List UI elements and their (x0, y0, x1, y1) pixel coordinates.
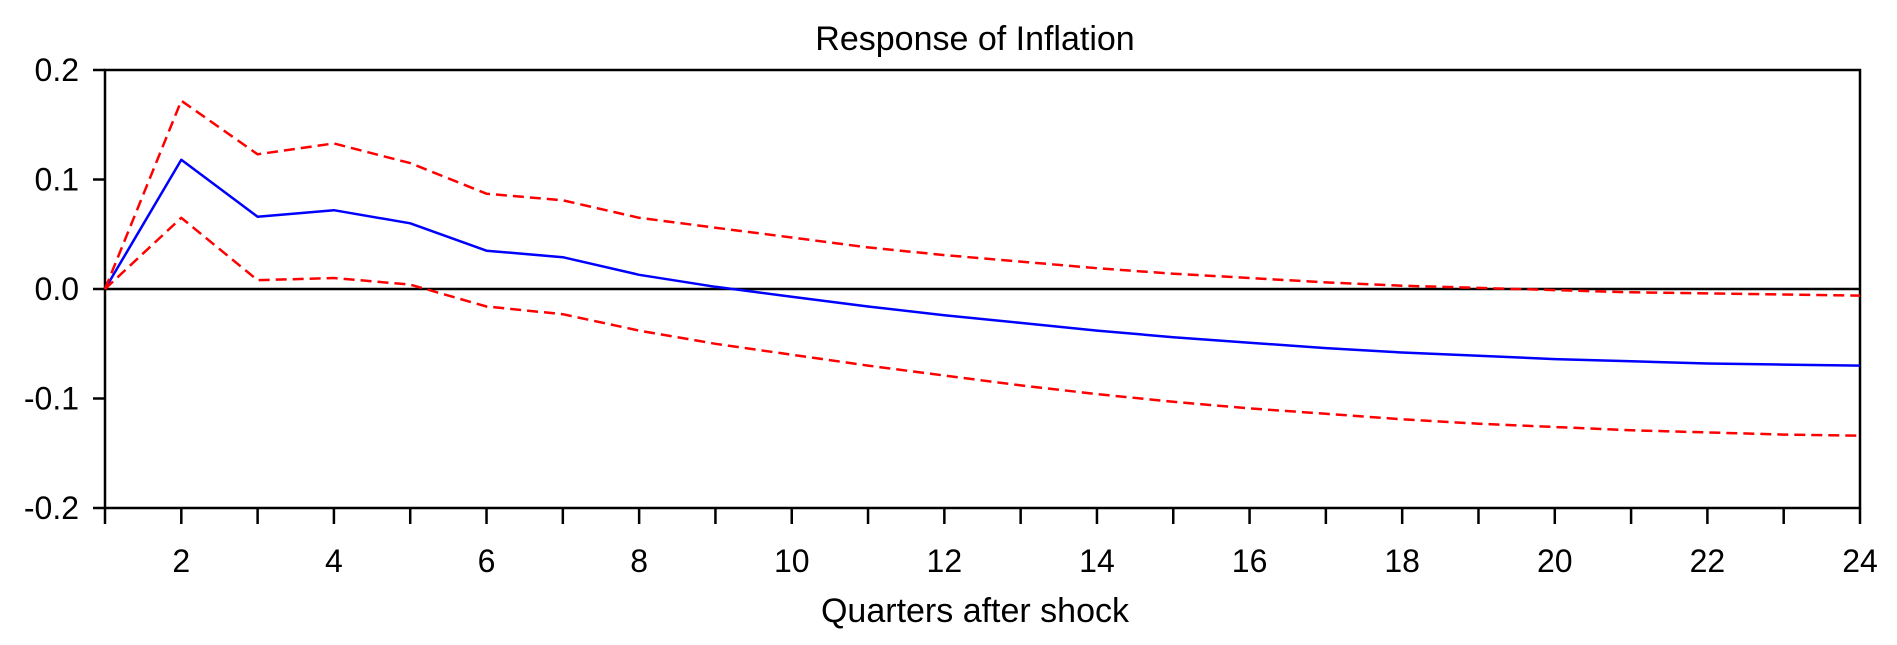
y-tick-label: 0.0 (35, 271, 79, 307)
x-tick-label: 18 (1384, 543, 1420, 579)
series-line-response (103, 158, 1861, 367)
y-tick-label: -0.1 (24, 381, 79, 417)
y-tick-label: -0.2 (24, 490, 79, 526)
series-line-lower-band (104, 216, 1861, 437)
x-tick-label: 12 (927, 543, 963, 579)
x-tick-label: 20 (1537, 543, 1573, 579)
x-tick-label: 4 (325, 543, 343, 579)
series-line-upper-band (103, 99, 1861, 297)
chart-title: Response of Inflation (815, 20, 1134, 58)
y-tick-label: 0.1 (35, 162, 79, 198)
x-tick-label: 22 (1690, 543, 1726, 579)
x-axis: 2 4 6 8 10 12 14 16 18 20 22 24 (103, 508, 1878, 579)
x-tick-label: 24 (1842, 543, 1878, 579)
x-tick-label: 10 (774, 543, 810, 579)
x-axis-label: Quarters after shock (821, 592, 1130, 630)
x-tick-label: 8 (630, 543, 648, 579)
x-tick-label: 14 (1079, 543, 1115, 579)
x-tick-label: 16 (1232, 543, 1268, 579)
y-tick-label: 0.2 (35, 52, 79, 88)
series-layer (103, 99, 1861, 437)
y-axis: -0.2 -0.1 0.0 0.1 0.2 (24, 52, 105, 526)
x-tick-label: 2 (172, 543, 190, 579)
x-tick-label: 6 (478, 543, 496, 579)
